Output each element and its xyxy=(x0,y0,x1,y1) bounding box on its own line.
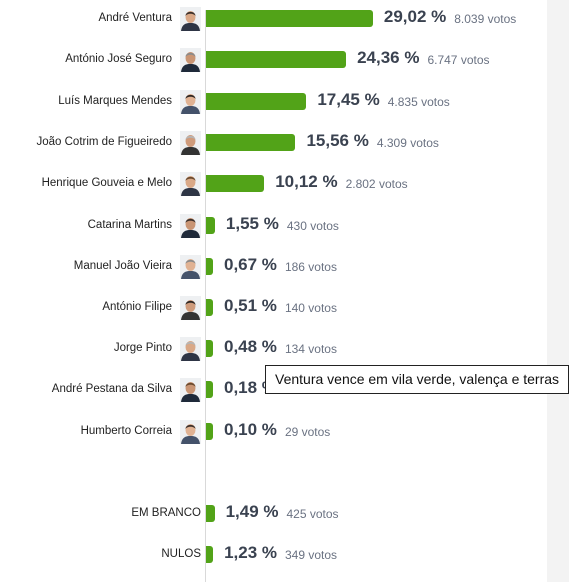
candidate-photo xyxy=(180,7,201,31)
result-bar xyxy=(206,423,213,440)
votes-label: 186 votos xyxy=(284,260,337,274)
candidate-name: Jorge Pinto xyxy=(113,342,172,354)
result-bar xyxy=(206,134,296,151)
percentage-label: 17,45 % xyxy=(317,90,380,109)
result-bar xyxy=(206,10,373,27)
result-bar xyxy=(206,299,213,316)
candidate-name: EM BRANCO xyxy=(131,507,201,519)
result-bar xyxy=(206,217,215,234)
result-bar xyxy=(206,258,213,275)
votes-label: 29 votos xyxy=(284,425,331,439)
result-bar xyxy=(206,175,265,192)
page-background xyxy=(547,0,569,582)
candidate-name: António Filipe xyxy=(102,301,172,313)
percentage-label: 1,55 % xyxy=(225,214,279,233)
headline-tooltip: Ventura vence em vila verde, valença e t… xyxy=(265,365,569,394)
candidate-photo xyxy=(180,214,201,238)
candidate-name: NULOS xyxy=(161,548,201,560)
votes-label: 140 votos xyxy=(284,301,337,315)
result-row: NULOS 1,23 % 349 votos xyxy=(0,540,547,570)
votes-label: 2.802 votos xyxy=(345,177,408,191)
votes-label: 425 votos xyxy=(286,507,339,521)
votes-label: 8.039 votos xyxy=(454,12,517,26)
candidate-name: Manuel João Vieira xyxy=(73,260,172,272)
result-bar xyxy=(206,381,213,398)
result-bar xyxy=(206,505,215,522)
votes-label: 6.747 votos xyxy=(427,53,490,67)
result-row: Jorge Pinto 0,48 % 134 votos xyxy=(0,334,547,364)
percentage-label: 15,56 % xyxy=(306,131,369,150)
result-row: Luís Marques Mendes 17,45 % 4.835 votos xyxy=(0,87,547,117)
candidate-photo xyxy=(180,296,201,320)
candidate-photo xyxy=(180,378,201,402)
percentage-label: 1,23 % xyxy=(224,543,277,562)
candidate-photo xyxy=(180,90,201,114)
result-row: João Cotrim de Figueiredo 15,56 % 4.309 vo… xyxy=(0,128,547,158)
percentage-label: 0,10 % xyxy=(224,420,277,439)
result-bar xyxy=(206,546,214,563)
percentage-label: 0,51 % xyxy=(224,296,277,315)
candidate-photo xyxy=(180,131,201,155)
result-row: António Filipe 0,51 % 140 votos xyxy=(0,293,547,323)
candidate-name: João Cotrim de Figueiredo xyxy=(36,136,172,148)
candidate-name: André Pestana da Silva xyxy=(51,383,172,395)
candidate-name: Luís Marques Mendes xyxy=(58,95,172,107)
result-row: Catarina Martins 1,55 % 430 votos xyxy=(0,211,547,241)
percentage-label: 0,18 % xyxy=(224,378,277,397)
results-panel: André Ventura 29,02 % 8.039 votos António J… xyxy=(0,4,547,582)
result-row: Henrique Gouveia e Melo 10,12 % 2.802 voto… xyxy=(0,169,547,199)
votes-label: 134 votos xyxy=(284,342,337,356)
candidate-name: Henrique Gouveia e Melo xyxy=(41,177,172,189)
result-row: EM BRANCO 1,49 % 425 votos xyxy=(0,499,547,529)
percentage-label: 24,36 % xyxy=(357,48,420,67)
candidate-photo xyxy=(180,337,201,361)
percentage-label: 29,02 % xyxy=(383,7,447,26)
candidate-photo xyxy=(180,255,201,279)
votes-label: 349 votos xyxy=(285,548,338,562)
result-row: André Ventura 29,02 % 8.039 votos xyxy=(0,4,547,34)
result-bar xyxy=(206,93,307,110)
result-bar xyxy=(206,340,213,357)
candidate-name: Humberto Correia xyxy=(80,425,172,437)
percentage-label: 0,48 % xyxy=(224,337,277,356)
candidate-photo xyxy=(180,420,201,444)
votes-label: 430 votos xyxy=(286,219,339,233)
votes-label: 4.835 votos xyxy=(387,95,450,109)
percentage-label: 1,49 % xyxy=(225,502,279,521)
candidate-name: Catarina Martins xyxy=(87,219,172,231)
percentage-label: 0,67 % xyxy=(224,255,277,274)
result-bar xyxy=(206,51,347,68)
result-row: António José Seguro 24,36 % 6.747 votos xyxy=(0,45,547,75)
votes-label: 4.309 votos xyxy=(376,136,439,150)
result-row: Humberto Correia 0,10 % 29 votos xyxy=(0,417,547,447)
chart-axis-line xyxy=(205,10,206,582)
result-row: Manuel João Vieira 0,67 % 186 votos xyxy=(0,252,547,282)
percentage-label: 10,12 % xyxy=(275,172,338,191)
candidate-name: André Ventura xyxy=(98,12,172,24)
candidate-photo xyxy=(180,48,201,72)
candidate-photo xyxy=(180,172,201,196)
candidate-name: António José Seguro xyxy=(65,53,172,65)
